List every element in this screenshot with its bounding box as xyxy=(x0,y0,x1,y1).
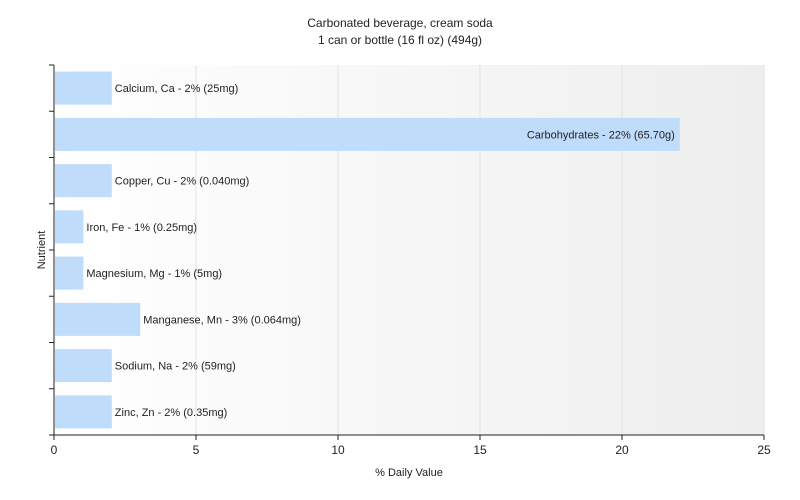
x-tick-label: 0 xyxy=(51,443,58,457)
bar-label: Sodium, Na - 2% (59mg) xyxy=(115,361,236,373)
x-tick-label: 10 xyxy=(331,443,345,457)
x-tick-label: 5 xyxy=(193,443,200,457)
bar-label: Manganese, Mn - 3% (0.064mg) xyxy=(143,314,301,326)
bar xyxy=(55,395,112,429)
y-axis-title: Nutrient xyxy=(36,231,48,270)
bar-label: Zinc, Zn - 2% (0.35mg) xyxy=(115,407,227,419)
x-axis-title: % Daily Value xyxy=(375,467,443,479)
bar xyxy=(55,117,680,151)
bar-label: Iron, Fe - 1% (0.25mg) xyxy=(86,222,197,234)
bar xyxy=(55,302,141,336)
bar-label: Copper, Cu - 2% (0.040mg) xyxy=(115,176,250,188)
bars: Calcium, Ca - 2% (25mg) Carbohydrates - 2… xyxy=(55,71,680,429)
bar-label: Magnesium, Mg - 1% (5mg) xyxy=(86,268,222,280)
bar-label: Calcium, Ca - 2% (25mg) xyxy=(115,83,238,95)
bar xyxy=(55,71,112,105)
chart-subtitle: 1 can or bottle (16 fl oz) (494g) xyxy=(318,33,482,47)
bar xyxy=(55,164,112,198)
bar-label: Carbohydrates - 22% (65.70g) xyxy=(527,129,675,141)
bar xyxy=(55,210,84,244)
x-tick-label: 15 xyxy=(473,443,487,457)
axes: 0 5 10 15 20 25 xyxy=(49,64,771,457)
x-tick-label: 25 xyxy=(757,443,771,457)
chart-title: Carbonated beverage, cream soda xyxy=(307,16,493,30)
x-tick-label: 20 xyxy=(615,443,629,457)
bar xyxy=(55,256,84,290)
bar xyxy=(55,349,112,383)
